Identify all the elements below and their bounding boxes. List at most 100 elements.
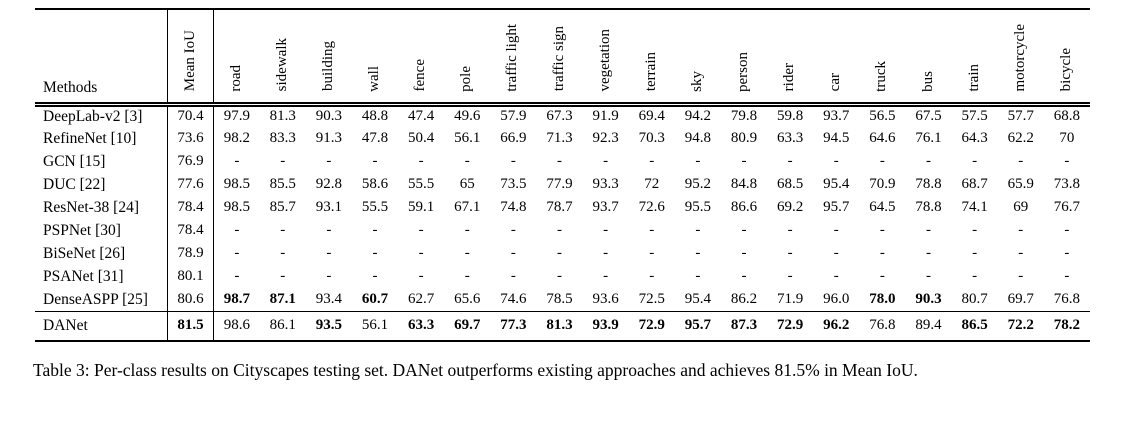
value-cell: 64.5 [869, 199, 896, 215]
rotated-column-label: truck [873, 60, 890, 92]
value-cell: 64.3 [961, 130, 988, 146]
value-cell: 76.8 [1053, 290, 1080, 307]
value-cell: - [1018, 245, 1024, 261]
value-cell: 63.3 [398, 310, 445, 341]
value-cell: - [510, 245, 516, 261]
value-cell: 90.3 [315, 108, 342, 125]
value-cell: 93.5 [305, 310, 352, 341]
mean-iou-cell: 80.6 [167, 288, 215, 311]
value-cell: - [234, 245, 240, 261]
value-cell: - [695, 268, 701, 284]
value-cell: 69.7 [444, 310, 491, 341]
value-cell: - [833, 268, 839, 284]
value-cell: 93.9 [582, 310, 629, 341]
rotated-column-label: Mean IoU [181, 30, 198, 92]
value-cell: 69.2 [776, 199, 804, 215]
value-cell: - [787, 245, 793, 261]
rotated-column-label: motorcycle [1011, 24, 1028, 92]
mean-iou-cell: 80.1 [167, 265, 215, 288]
value-cell: - [464, 245, 470, 261]
value-cell: 95.7 [823, 199, 850, 215]
value-cell: - [372, 268, 378, 284]
value-cell: 86.6 [730, 199, 758, 215]
value-cell: - [1018, 268, 1024, 284]
column-header-rider: rider [767, 9, 814, 107]
column-header-wall: wall [351, 9, 398, 107]
value-cell: - [833, 153, 839, 169]
value-cell: - [234, 153, 240, 169]
value-cell: - [741, 153, 747, 169]
value-cell: - [510, 153, 516, 169]
value-cell: - [234, 268, 240, 284]
value-cell: - [464, 153, 470, 169]
value-cell: - [1018, 153, 1024, 169]
value-cell: 86.1 [259, 310, 306, 341]
mean-iou-cell: 76.9 [167, 150, 215, 173]
value-cell: 55.5 [361, 199, 389, 215]
value-cell: 93.3 [592, 176, 619, 192]
column-header-pole: pole [444, 9, 491, 107]
value-cell: 94.5 [823, 130, 850, 146]
rotated-column-label: traffic sign [550, 26, 567, 92]
column-header-vegetation: vegetation [582, 9, 629, 107]
value-cell: 47.4 [407, 108, 435, 125]
value-cell: 65.9 [1007, 176, 1034, 192]
value-cell: 67.5 [915, 108, 942, 125]
value-cell: - [741, 222, 747, 238]
column-header-car: car [813, 9, 860, 107]
rotated-column-label: sky [688, 70, 705, 92]
value-cell: 89.4 [905, 310, 952, 341]
value-cell: 72.5 [638, 290, 665, 307]
value-cell: 98.5 [223, 199, 250, 215]
value-cell: 56.5 [869, 108, 896, 125]
value-cell: 93.1 [315, 199, 342, 215]
value-cell: 71.3 [546, 130, 573, 146]
value-cell: 95.7 [674, 310, 721, 341]
value-cell: - [556, 222, 562, 238]
value-cell: 81.3 [536, 310, 583, 341]
value-cell: - [603, 245, 609, 261]
value-cell: - [649, 222, 655, 238]
mean-iou-cell: 70.4 [167, 104, 215, 127]
value-cell: 77.3 [490, 310, 537, 341]
value-cell: 96.0 [823, 290, 850, 307]
value-cell: 93.4 [315, 290, 342, 307]
value-cell: 63.3 [776, 130, 804, 146]
value-cell: 69 [1013, 199, 1029, 215]
value-cell: 79.8 [730, 108, 758, 125]
value-cell: 97.9 [223, 108, 250, 125]
value-cell: 68.8 [1053, 108, 1080, 125]
rotated-column-label: bicycle [1058, 48, 1074, 92]
value-cell: - [280, 222, 286, 238]
results-table-head: Methods Mean IoU road sidewalk building wall f… [35, 9, 1090, 107]
value-cell: 87.1 [269, 290, 296, 307]
method-cell: ResNet-38 [24] [35, 196, 168, 219]
value-cell: 62.2 [1007, 130, 1034, 146]
value-cell: 93.6 [592, 290, 619, 307]
value-cell: 92.8 [315, 176, 342, 192]
column-header-bus: bus [905, 9, 952, 107]
method-cell: DANet [35, 310, 168, 341]
value-cell: - [741, 245, 747, 261]
value-cell: - [649, 153, 655, 169]
value-cell: 73.8 [1053, 176, 1080, 192]
value-cell: 91.3 [315, 130, 342, 146]
value-cell: - [972, 222, 978, 238]
value-cell: - [925, 153, 931, 169]
value-cell: - [556, 153, 562, 169]
value-cell: 59.8 [776, 108, 804, 125]
value-cell: 95.2 [684, 176, 711, 192]
value-cell: - [418, 222, 424, 238]
rotated-column-label: bus [919, 70, 936, 92]
value-cell: - [280, 245, 286, 261]
rotated-column-label: road [227, 64, 244, 92]
value-cell: 84.8 [730, 176, 758, 192]
table-caption: Table 3: Per-class results on Cityscapes… [33, 360, 918, 380]
table-row-pspnet-30-: PSPNet [30] 78.4 - - - - - - - - - - - - - - - - - - - [35, 219, 1090, 242]
value-cell: 67.3 [546, 108, 573, 125]
value-cell: - [925, 268, 931, 284]
value-cell: - [418, 268, 424, 284]
value-cell: 72.9 [767, 310, 814, 341]
value-cell: 74.1 [961, 199, 988, 215]
value-cell: 98.6 [213, 310, 260, 341]
